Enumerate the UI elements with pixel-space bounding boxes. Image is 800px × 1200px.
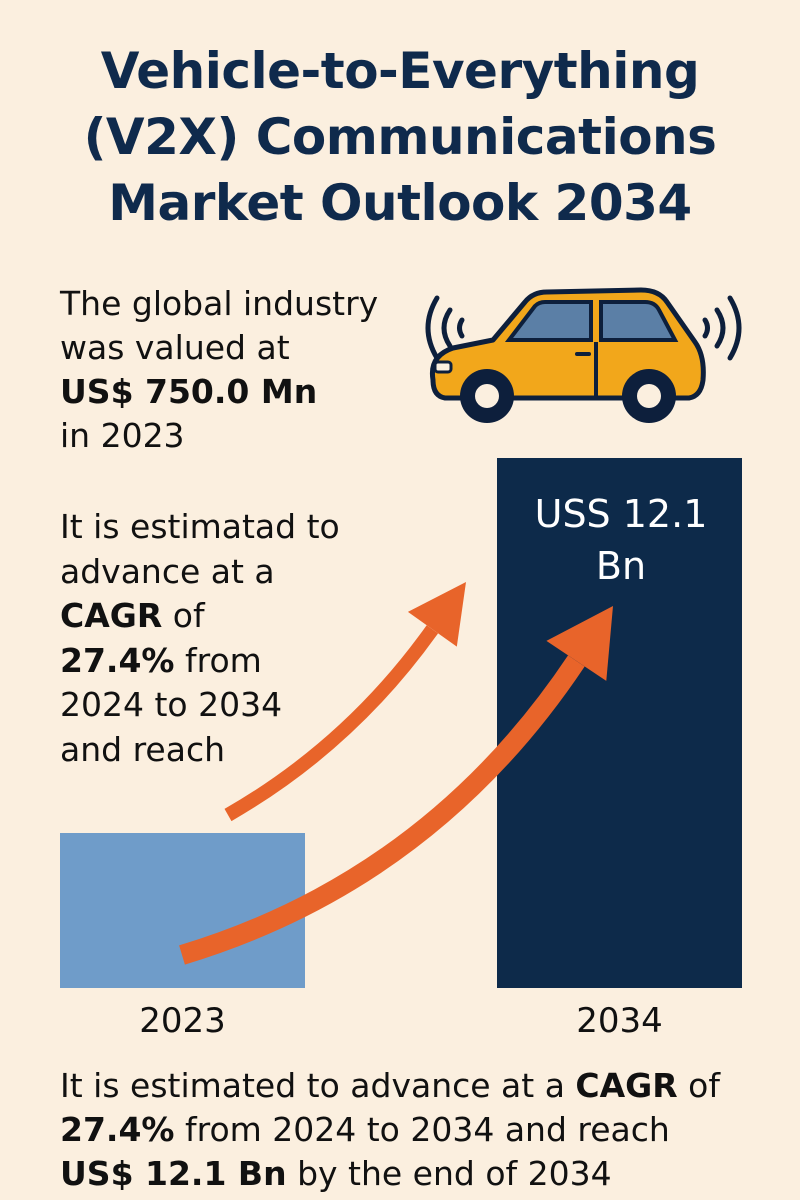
ticks-layer: 2023 2034 <box>139 1001 663 1041</box>
intro-line-4: in 2023 <box>60 416 185 455</box>
footer-value: US$ 12.1 Bn <box>60 1154 287 1193</box>
growth-line-6: and reach <box>60 729 225 769</box>
signal-waves-left-icon <box>425 295 465 361</box>
car-window-front <box>504 300 593 342</box>
title-line-2: (V2X) Communications <box>83 108 717 166</box>
x-tick-label-2034: 2034 <box>576 1001 663 1041</box>
growth-line-4: 27.4% from <box>60 639 480 684</box>
bar-2034-data-label: USS 12.1 Bn <box>496 488 746 592</box>
growth-rate-tail: from <box>174 640 262 680</box>
arrows-layer <box>179 582 613 965</box>
growth-cagr-label: CAGR <box>60 596 163 635</box>
bar-2023 <box>60 833 305 988</box>
growth-line-2: advance at a <box>60 551 275 591</box>
growth-arrow-upper-icon <box>224 582 466 822</box>
footer-line-1: It is estimated to advance at a CAGR of <box>60 1064 780 1108</box>
intro-line-2: was valued at <box>60 328 290 367</box>
footer-rate: 27.4% <box>60 1110 175 1149</box>
signal-waves-right-icon <box>702 295 742 361</box>
footer-text: It is estimated to advance at a CAGR of … <box>60 1064 780 1196</box>
footer-line-3: US$ 12.1 Bn by the end of 2034 <box>60 1152 780 1196</box>
x-tick-label-2023: 2023 <box>139 1001 226 1041</box>
bar-2034-label-line-1: USS 12.1 <box>534 492 708 536</box>
footer-line-2: 27.4% from 2024 to 2034 and reach <box>60 1108 780 1152</box>
growth-rate: 27.4% <box>60 640 175 680</box>
growth-arrow-lower-icon <box>179 606 613 965</box>
page-title: Vehicle-to-Everything (V2X) Communicatio… <box>0 38 800 236</box>
growth-cagr-tail: of <box>162 596 205 635</box>
footer-cagr: CAGR <box>575 1066 678 1105</box>
growth-line-3: CAGR of <box>60 594 480 639</box>
bars-layer <box>60 458 742 988</box>
title-line-3: Market Outlook 2034 <box>108 174 692 232</box>
footer-part-2: of <box>677 1066 720 1105</box>
title-line-1: Vehicle-to-Everything <box>100 42 700 100</box>
growth-line-1: It is estimatad to <box>60 507 340 546</box>
intro-text: The global industry was valued at US$ 75… <box>60 282 420 458</box>
footer-part-1: It is estimated to advance at a <box>60 1066 576 1105</box>
bar-2034-label-line-2: Bn <box>595 544 647 588</box>
footer-part-3: from 2024 to 2034 and reach <box>174 1110 670 1149</box>
intro-value: US$ 750.0 Mn <box>60 372 318 411</box>
intro-line-1: The global industry <box>60 284 379 323</box>
car-window-rear <box>599 300 679 342</box>
growth-text: It is estimatad to advance at a CAGR of … <box>60 505 480 772</box>
car-icon <box>425 287 742 423</box>
growth-line-5: 2024 to 2034 <box>60 685 283 724</box>
footer-part-4: by the end of 2034 <box>286 1154 612 1193</box>
